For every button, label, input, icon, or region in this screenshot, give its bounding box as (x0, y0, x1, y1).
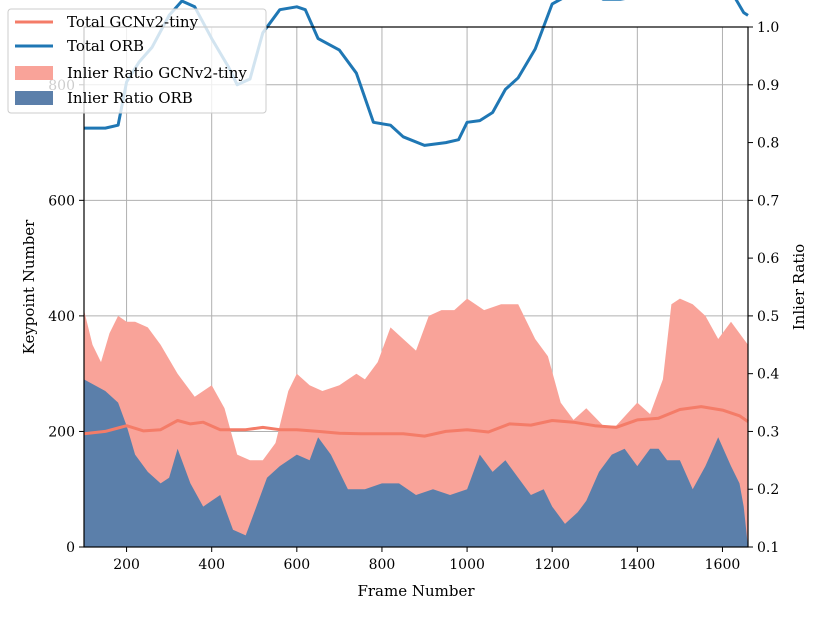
x-axis-label: Frame Number (357, 582, 475, 600)
y-right-tick-label: 0.6 (757, 251, 779, 267)
y-right-tick-label: 0.4 (757, 367, 779, 383)
y-axis-left-label: Keypoint Number (20, 219, 38, 355)
legend-label: Inlier Ratio GCNv2-tiny (67, 64, 247, 82)
x-tick-label: 200 (113, 557, 140, 573)
area-inlier-ratio-gcnv2-tiny (84, 298, 748, 547)
x-tick-label: 800 (369, 557, 396, 573)
line-total-orb (84, 0, 749, 147)
y-right-tick-label: 0.5 (757, 309, 779, 325)
y-axis-left: 0200400600800 (48, 78, 84, 556)
area-series (84, 298, 748, 547)
y-right-tick-label: 0.7 (757, 193, 779, 209)
x-tick-label: 1200 (534, 557, 570, 573)
line-total-gcnv2-tiny (83, 405, 749, 438)
y-left-tick-label: 400 (48, 309, 75, 325)
y-right-tick-label: 1.0 (757, 20, 779, 36)
y-right-tick-label: 0.1 (757, 540, 779, 556)
y-left-tick-label: 200 (48, 424, 75, 440)
x-tick-label: 400 (198, 557, 225, 573)
y-left-tick-label: 0 (66, 540, 75, 556)
area-inlier-ratio-orb (84, 379, 748, 547)
plot-frame (83, 26, 749, 548)
y-axis-right-label: Inlier Ratio (790, 244, 808, 330)
legend-label: Total GCNv2-tiny (67, 13, 199, 31)
x-tick-label: 1600 (705, 557, 741, 573)
y-right-tick-label: 0.8 (757, 136, 779, 152)
legend: Total GCNv2-tiny Total ORB Inlier Ratio GC… (7, 8, 267, 114)
legend-box (7, 8, 267, 114)
x-tick-label: 1400 (620, 557, 656, 573)
y-left-tick-label: 600 (48, 193, 75, 209)
y-right-tick-label: 0.9 (757, 78, 779, 94)
y-axis-right: 0.1 0.2 0.3 0.4 0.5 0.6 0.7 0.8 0.9 1.0 (748, 20, 779, 556)
y-right-tick-label: 0.2 (757, 482, 779, 498)
legend-label: Total ORB (67, 37, 144, 55)
x-tick-label: 600 (283, 557, 310, 573)
legend-label: Inlier Ratio ORB (67, 89, 193, 107)
x-tick-label: 1000 (449, 557, 485, 573)
x-axis: 200 400 600 800 1000 1200 1400 1600 (113, 547, 740, 573)
y-right-tick-label: 0.3 (757, 424, 779, 440)
line-series (83, 0, 749, 438)
legend-swatch-patch (15, 91, 53, 105)
legend-swatch-patch (15, 66, 53, 80)
